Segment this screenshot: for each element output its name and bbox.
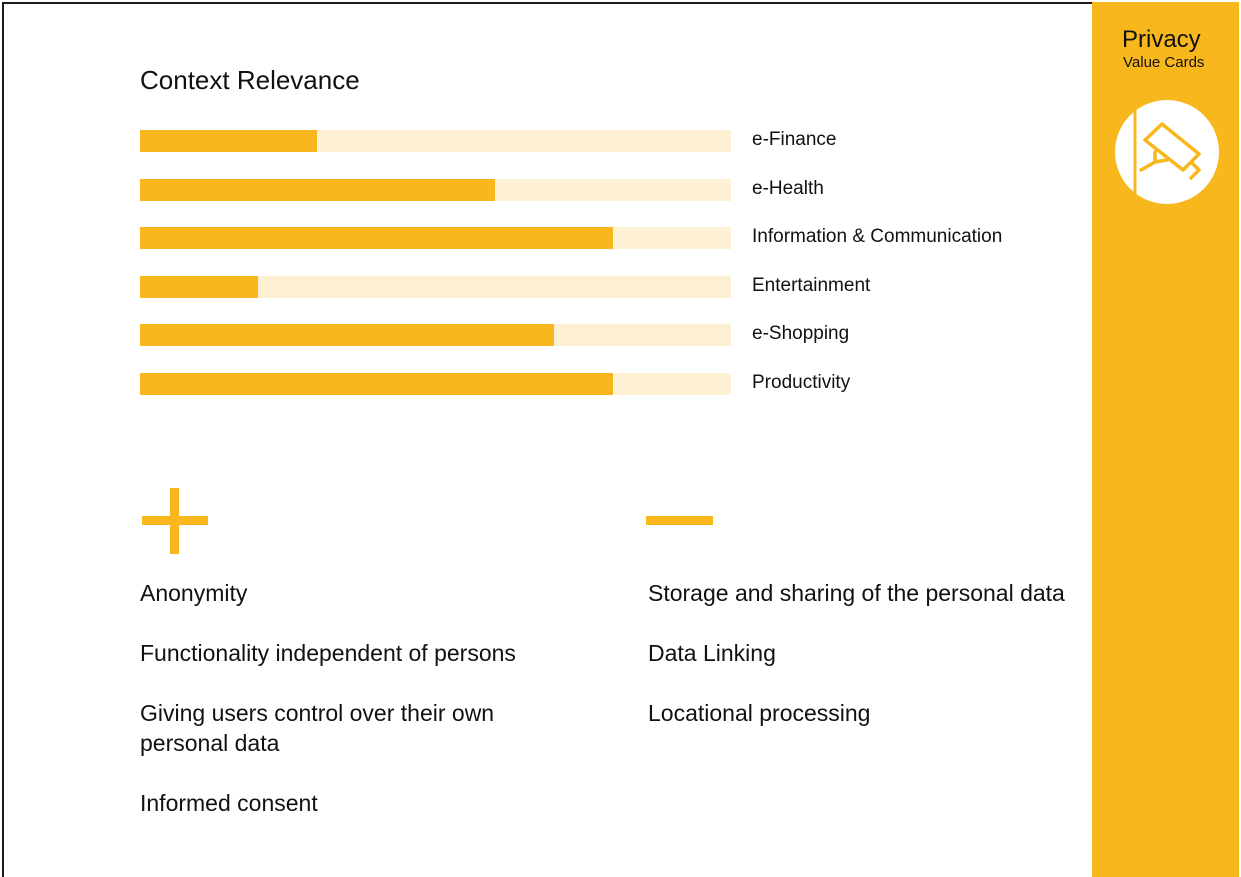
relevance-bar-track: [140, 275, 731, 298]
relevance-row: Information & Communication: [140, 226, 1060, 275]
minus-icon: [646, 516, 713, 525]
negative-factor-item: Locational processing: [648, 700, 871, 726]
relevance-row: Productivity: [140, 372, 1060, 421]
relevance-bar-fill: [140, 372, 613, 395]
positive-factor-item: Giving users control over their own pers…: [140, 700, 495, 756]
relevance-bar-track: [140, 227, 731, 250]
relevance-bar-label: Productivity: [752, 371, 851, 393]
relevance-row: Entertainment: [140, 275, 1060, 324]
relevance-bar-track: [140, 130, 731, 152]
relevance-bar-chart: e-Finance e-Health Information & Communica…: [140, 129, 1060, 421]
relevance-row: e-Health: [140, 178, 1060, 227]
relevance-bar-label: e-Shopping: [752, 323, 850, 345]
relevance-bar-track: [140, 324, 731, 347]
relevance-bar-track: [140, 372, 731, 395]
relevance-bar-track: [140, 178, 731, 201]
relevance-bar-fill: [140, 130, 318, 152]
positive-factor-item: Informed consent: [140, 790, 318, 816]
security-camera-icon: [1115, 100, 1219, 204]
relevance-bar-fill: [140, 227, 613, 250]
relevance-bar-label: Entertainment: [752, 274, 871, 296]
negative-factor-item: Data Linking: [648, 640, 776, 666]
positive-factor-item: Anonymity: [140, 580, 248, 606]
relevance-bar-fill: [140, 275, 259, 298]
relevance-bar-fill: [140, 178, 495, 201]
plus-icon: [142, 488, 208, 554]
relevance-row: e-Finance: [140, 129, 1060, 178]
positive-factor-item: Functionality independent of persons: [140, 640, 516, 666]
category-sidebar: Privacy Value Cards: [1092, 2, 1239, 877]
negative-factors-list: Storage and sharing of the personal data…: [648, 578, 1068, 758]
positive-factors-list: Anonymity Functionality independent of pe…: [140, 578, 570, 848]
plus-icon-vertical: [170, 488, 179, 554]
card-category-title: Privacy: [1122, 26, 1201, 53]
relevance-row: e-Shopping: [140, 323, 1060, 372]
card-category-subtitle: Value Cards: [1123, 54, 1205, 71]
context-relevance-heading: Context Relevance: [140, 65, 360, 95]
security-camera-graphic: [1133, 100, 1201, 204]
relevance-bar-label: e-Finance: [752, 129, 837, 150]
relevance-bar-label: e-Health: [752, 177, 824, 199]
relevance-bar-label: Information & Communication: [752, 226, 1003, 248]
negative-factor-item: Storage and sharing of the personal data: [648, 580, 1065, 606]
relevance-bar-fill: [140, 324, 554, 347]
